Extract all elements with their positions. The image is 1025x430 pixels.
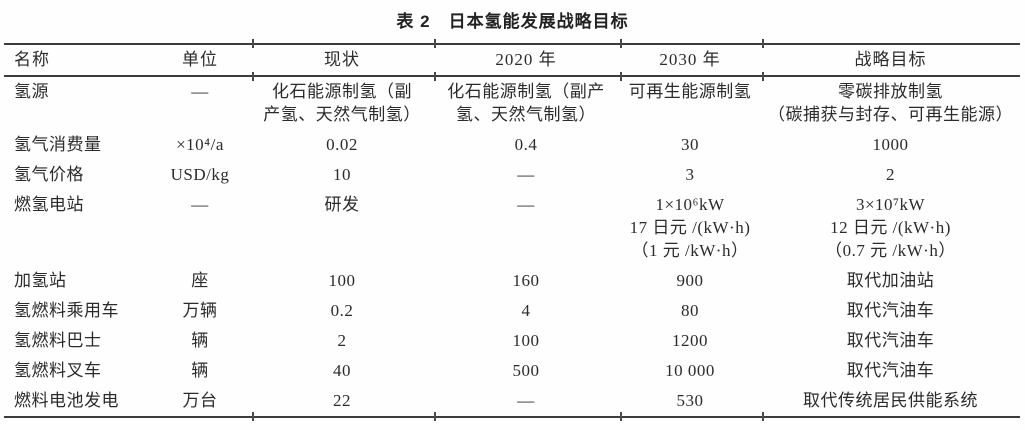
- column-separator-tick: [434, 39, 436, 48]
- table-cell: 化石能源制氢（副产 氢、天然气制氢）: [447, 82, 605, 124]
- table-row: 氢气价格 USD/kg 10 — 3 2: [4, 160, 1020, 190]
- table-cell: 辆: [191, 331, 209, 350]
- table-cell: 2: [337, 331, 347, 350]
- table-row: 氢源 — 化石能源制氢（副 产氢、天然气制氢） 化石能源制氢（副产 氢、天然气制…: [4, 76, 1020, 130]
- table-cell: 30: [681, 135, 699, 154]
- table-cell: 氢气价格: [14, 165, 84, 184]
- table-cell: 取代汽油车: [846, 361, 935, 380]
- column-separator-tick: [434, 412, 436, 421]
- table-cell: 0.02: [326, 135, 358, 154]
- table-cell: 0.2: [330, 301, 354, 320]
- table-cell: 160: [512, 271, 540, 290]
- table-cell: 取代传统居民供能系统: [803, 391, 978, 410]
- table-cell: 取代汽油车: [846, 331, 935, 350]
- table-cell: 4: [521, 301, 531, 320]
- hydrogen-strategy-table: 名称 单位 现状 2020 年 2030 年 战略目标 氢源 — 化石能源制氢（…: [4, 43, 1020, 418]
- table-cell: 10 000: [665, 361, 715, 380]
- table-cell: —: [191, 195, 209, 214]
- table-cell: 22: [333, 391, 351, 410]
- table-cell: 80: [681, 301, 699, 320]
- column-header-2030: 2030 年: [619, 44, 761, 77]
- table-cell: 2: [886, 165, 895, 184]
- table-cell: 加氢站: [14, 271, 67, 290]
- table-cell: 500: [512, 361, 540, 380]
- table-cell: —: [517, 195, 535, 214]
- table-cell: —: [517, 391, 535, 410]
- column-separator-tick: [620, 412, 622, 421]
- table-cell: 座: [191, 271, 209, 290]
- table-cell: 氢燃料乘用车: [14, 301, 119, 320]
- table-cell: 40: [333, 361, 351, 380]
- column-header-2020: 2020 年: [433, 44, 619, 77]
- table-cell: 氢源: [14, 82, 49, 101]
- table-row: 燃氢电站 — 研发 — 1×10⁶kW 17 日元 /(kW·h) （1 元 /…: [4, 190, 1020, 266]
- column-header-current: 现状: [251, 44, 433, 77]
- table-cell: 万辆: [182, 301, 218, 320]
- table-cell: 取代汽油车: [846, 301, 935, 320]
- column-separator-tick: [252, 72, 254, 81]
- column-separator-tick: [762, 39, 764, 48]
- column-separator-tick: [620, 72, 622, 81]
- table-cell: 氢气消费量: [14, 135, 102, 154]
- table-cell: 10: [333, 165, 351, 184]
- table-cell: 研发: [324, 195, 360, 214]
- table-cell: 氢燃料叉车: [14, 361, 102, 380]
- column-separator-tick: [434, 72, 436, 81]
- column-header-target: 战略目标: [761, 44, 1020, 77]
- table-wrap: 名称 单位 现状 2020 年 2030 年 战略目标 氢源 — 化石能源制氢（…: [4, 39, 1020, 421]
- table-row: 氢气消费量 ×10⁴/a 0.02 0.4 30 1000: [4, 130, 1020, 160]
- column-separator-tick: [620, 39, 622, 48]
- table-cell: 3: [685, 165, 695, 184]
- table-cell: 零碳排放制氢 （碳捕获与封存、可再生能源）: [768, 82, 1013, 124]
- table-cell: 取代加油站: [846, 271, 935, 290]
- column-separator-tick: [252, 412, 254, 421]
- table-cell: 燃氢电站: [14, 195, 84, 214]
- table-cell: 3×10⁷kW 12 日元 /(kW·h) （0.7 元 /kW·h）: [825, 195, 956, 260]
- table-cell: —: [191, 82, 209, 101]
- table-cell: 100: [328, 271, 356, 290]
- table-cell: 氢燃料巴士: [14, 331, 102, 350]
- table-cell: ×10⁴/a: [176, 135, 224, 154]
- table-cell: 1×10⁶kW 17 日元 /(kW·h) （1 元 /kW·h）: [629, 195, 751, 260]
- table-cell: 1200: [672, 331, 708, 350]
- table-cell: 辆: [191, 361, 209, 380]
- column-separator-tick: [762, 412, 764, 421]
- table-cell: 可再生能源制氢: [628, 82, 752, 101]
- table-row: 氢燃料乘用车 万辆 0.2 4 80 取代汽油车: [4, 296, 1020, 326]
- table-cell: 0.4: [514, 135, 538, 154]
- table-row: 氢燃料巴士 辆 2 100 1200 取代汽油车: [4, 326, 1020, 356]
- table-cell: 900: [676, 271, 704, 290]
- table-cell: USD/kg: [170, 165, 230, 184]
- column-separator-tick: [252, 39, 254, 48]
- table-row: 加氢站 座 100 160 900 取代加油站: [4, 266, 1020, 296]
- header-row: 名称 单位 现状 2020 年 2030 年 战略目标: [4, 44, 1020, 77]
- column-header-name: 名称: [4, 44, 149, 77]
- table-cell: 1000: [872, 135, 909, 154]
- table-row: 燃料电池发电 万台 22 — 530 取代传统居民供能系统: [4, 386, 1020, 417]
- table-title: 表 2 日本氢能发展战略目标: [396, 12, 629, 31]
- table-cell: 530: [676, 391, 704, 410]
- column-separator-tick: [762, 72, 764, 81]
- table-cell: 万台: [182, 391, 218, 410]
- column-header-unit: 单位: [149, 44, 251, 77]
- table-cell: 100: [512, 331, 540, 350]
- table-cell: 燃料电池发电: [14, 391, 119, 410]
- table-row: 氢燃料叉车 辆 40 500 10 000 取代汽油车: [4, 356, 1020, 386]
- table-cell: —: [517, 165, 535, 184]
- table-cell: 化石能源制氢（副 产氢、天然气制氢）: [263, 82, 421, 124]
